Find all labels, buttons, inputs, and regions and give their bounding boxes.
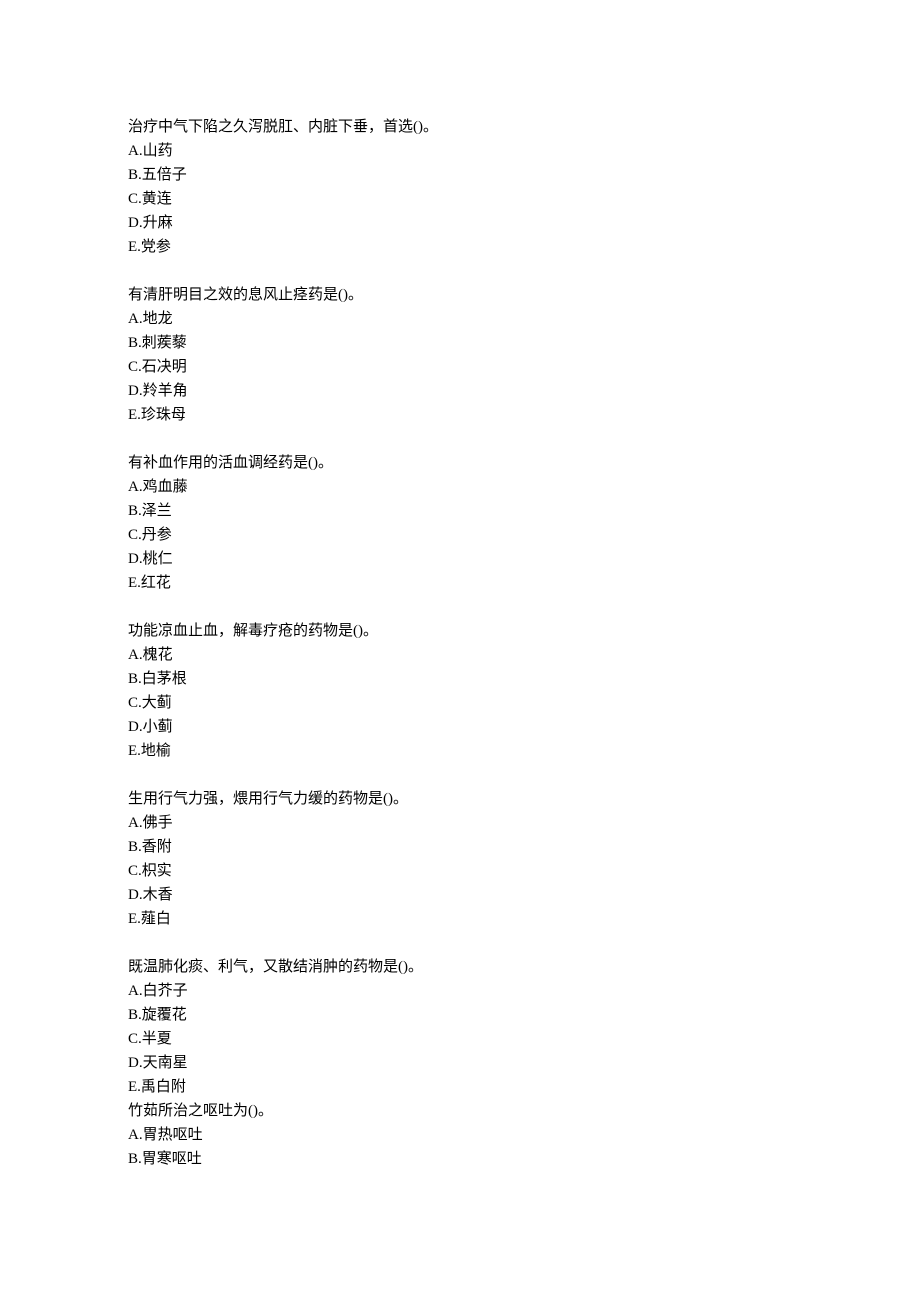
option-b: B.五倍子 [128, 163, 792, 187]
option-c: C.石决明 [128, 355, 792, 379]
option-a: A.地龙 [128, 307, 792, 331]
question-5: 生用行气力强，煨用行气力缓的药物是()。 A.佛手 B.香附 C.枳实 D.木香… [128, 787, 792, 931]
option-c: C.半夏 [128, 1027, 792, 1051]
option-e: E.珍珠母 [128, 403, 792, 427]
question-stem: 既温肺化痰、利气，又散结消肿的药物是()。 [128, 955, 792, 979]
option-e: E.薤白 [128, 907, 792, 931]
option-b: B.白茅根 [128, 667, 792, 691]
question-stem: 生用行气力强，煨用行气力缓的药物是()。 [128, 787, 792, 811]
question-stem: 有清肝明目之效的息风止痉药是()。 [128, 283, 792, 307]
question-stem: 治疗中气下陷之久泻脱肛、内脏下垂，首选()。 [128, 115, 792, 139]
option-c: C.大蓟 [128, 691, 792, 715]
option-d: D.桃仁 [128, 547, 792, 571]
option-d: D.羚羊角 [128, 379, 792, 403]
question-2: 有清肝明目之效的息风止痉药是()。 A.地龙 B.刺蒺藜 C.石决明 D.羚羊角… [128, 283, 792, 427]
question-stem: 有补血作用的活血调经药是()。 [128, 451, 792, 475]
option-b: B.胃寒呕吐 [128, 1147, 792, 1171]
option-b: B.旋覆花 [128, 1003, 792, 1027]
question-3: 有补血作用的活血调经药是()。 A.鸡血藤 B.泽兰 C.丹参 D.桃仁 E.红… [128, 451, 792, 595]
option-d: D.小蓟 [128, 715, 792, 739]
question-stem: 功能凉血止血，解毒疗疮的药物是()。 [128, 619, 792, 643]
option-c: C.丹参 [128, 523, 792, 547]
option-a: A.槐花 [128, 643, 792, 667]
option-a: A.胃热呕吐 [128, 1123, 792, 1147]
option-e: E.党参 [128, 235, 792, 259]
question-4: 功能凉血止血，解毒疗疮的药物是()。 A.槐花 B.白茅根 C.大蓟 D.小蓟 … [128, 619, 792, 763]
question-stem: 竹茹所治之呕吐为()。 [128, 1099, 792, 1123]
option-d: D.木香 [128, 883, 792, 907]
option-a: A.佛手 [128, 811, 792, 835]
option-c: C.枳实 [128, 859, 792, 883]
question-1: 治疗中气下陷之久泻脱肛、内脏下垂，首选()。 A.山药 B.五倍子 C.黄连 D… [128, 115, 792, 259]
option-e: E.禹白附 [128, 1075, 792, 1099]
question-7: 竹茹所治之呕吐为()。 A.胃热呕吐 B.胃寒呕吐 [128, 1099, 792, 1171]
option-e: E.红花 [128, 571, 792, 595]
option-e: E.地榆 [128, 739, 792, 763]
option-b: B.泽兰 [128, 499, 792, 523]
option-b: B.香附 [128, 835, 792, 859]
option-a: A.鸡血藤 [128, 475, 792, 499]
option-b: B.刺蒺藜 [128, 331, 792, 355]
option-a: A.白芥子 [128, 979, 792, 1003]
option-d: D.升麻 [128, 211, 792, 235]
option-d: D.天南星 [128, 1051, 792, 1075]
question-6: 既温肺化痰、利气，又散结消肿的药物是()。 A.白芥子 B.旋覆花 C.半夏 D… [128, 955, 792, 1099]
option-a: A.山药 [128, 139, 792, 163]
option-c: C.黄连 [128, 187, 792, 211]
